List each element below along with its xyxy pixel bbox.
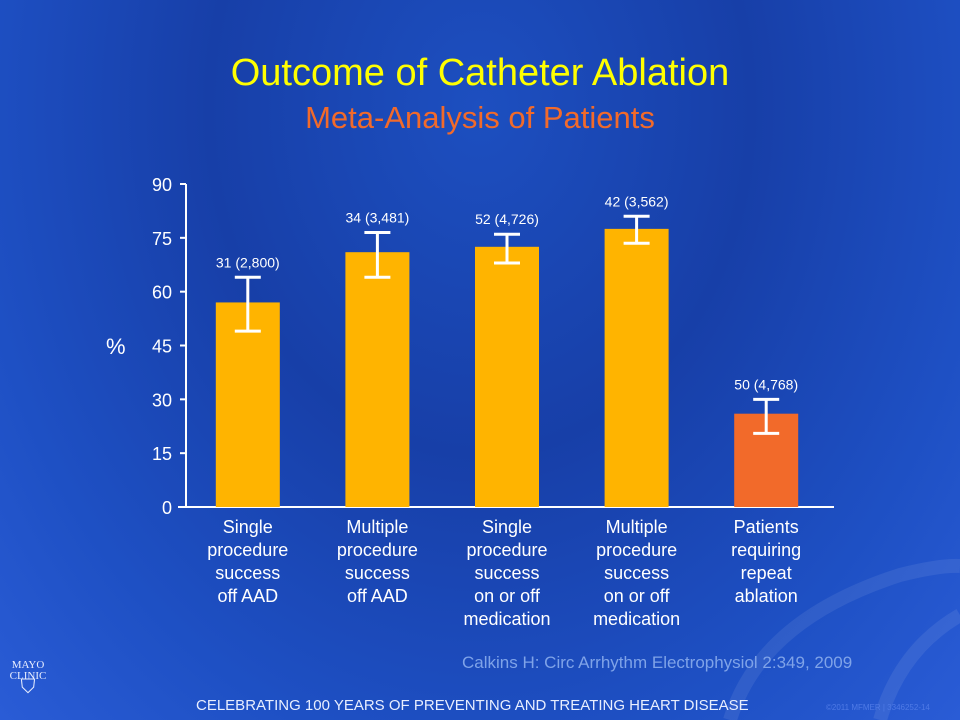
citation: Calkins H: Circ Arrhythm Electrophysiol … (462, 653, 853, 672)
mayo-clinic-logo: MAYO CLINIC ⛉ (9, 659, 47, 698)
data-label: 52 (4,726) (475, 211, 539, 227)
data-label: 42 (3,562) (605, 193, 669, 209)
data-label: 34 (3,481) (345, 209, 409, 225)
y-axis-label: % (106, 334, 126, 359)
category-label: Single procedure success off AAD (207, 517, 289, 606)
bar (345, 252, 410, 507)
decorative-arc (873, 608, 960, 720)
y-tick-label: 90 (152, 175, 172, 195)
footer-banner: CELEBRATING 100 YEARS OF PREVENTING AND … (196, 697, 749, 714)
bar (604, 228, 669, 507)
data-label: 31 (2,800) (216, 254, 280, 270)
bar (475, 246, 539, 508)
y-tick-label: 30 (152, 390, 172, 410)
slide-subtitle: Meta-Analysis of Patients (305, 100, 655, 135)
slide-title: Outcome of Catheter Ablation (230, 52, 730, 94)
category-label: Multiple procedure success on or off med… (593, 517, 681, 629)
y-tick-label: 15 (152, 444, 172, 464)
data-label: 50 (4,768) (734, 376, 798, 392)
copyright: ©2011 MFMER | 3346252-14 (826, 703, 930, 712)
y-tick-label: 60 (152, 283, 172, 303)
category-label: Multiple procedure success off AAD (336, 517, 418, 606)
y-tick-label: 75 (152, 229, 172, 249)
category-label: Single procedure success on or off medic… (463, 517, 551, 629)
decorative-arc (723, 558, 960, 720)
y-tick-label: 0 (162, 498, 172, 518)
y-tick-label: 45 (152, 337, 172, 357)
bar (215, 302, 280, 507)
category-label: Patients requiring repeat ablation (731, 517, 802, 606)
